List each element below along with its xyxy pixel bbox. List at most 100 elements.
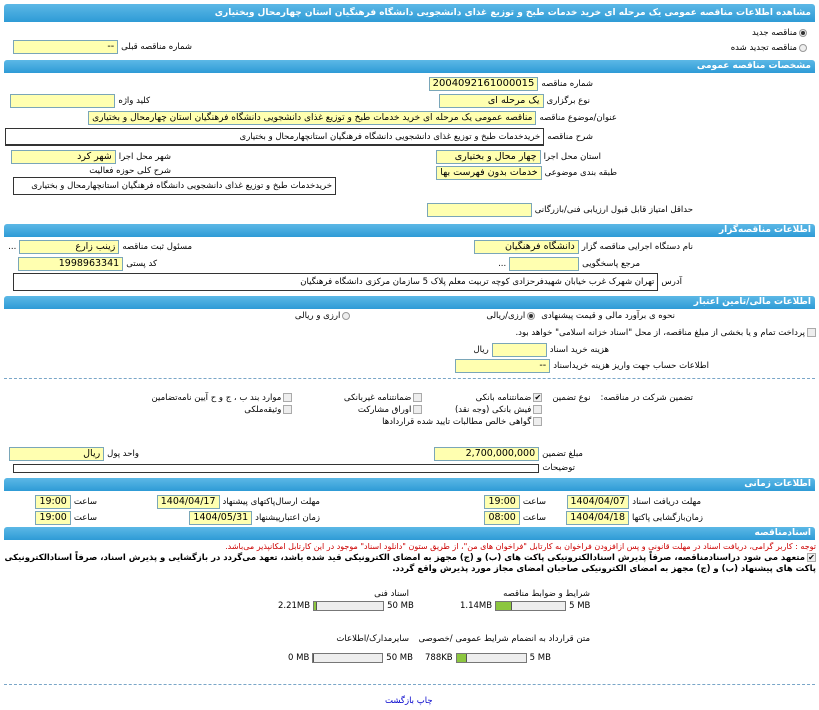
- file-progress-row: 1.14MB 5 MB: [460, 601, 590, 611]
- reference-more-button[interactable]: ...: [498, 259, 507, 269]
- keyword-field[interactable]: [10, 94, 116, 108]
- radio-fx-rial[interactable]: ارزی و ریالی: [294, 311, 351, 321]
- file-progress-bar: [312, 653, 384, 663]
- radio-renewed-tender[interactable]: مناقصه تجدید شده: [731, 43, 807, 53]
- city-field[interactable]: شهر کرد: [10, 150, 116, 164]
- radio-icon: [342, 311, 351, 320]
- scope-field: خریدخدمات طبخ و توزیع غذای دانشجویی دانش…: [13, 177, 336, 195]
- file-progress-row: 2.21MB 50 MB: [278, 601, 414, 611]
- doc-fee-field[interactable]: [491, 343, 547, 357]
- account-label: اطلاعات حساب جهت واریز هزینه خریداسناد: [553, 361, 709, 371]
- hour-label: ساعت: [73, 497, 97, 507]
- check-icon[interactable]: ✔: [807, 553, 816, 562]
- footer-links: چاپ بازگشت: [385, 696, 433, 706]
- province-field[interactable]: چهار محال و بختیاری: [435, 150, 541, 164]
- notes-field: [13, 463, 540, 473]
- doc-time-row: ساعت 19:00: [484, 495, 546, 509]
- holding-field[interactable]: یک مرحله ای: [438, 94, 544, 108]
- org-label: نام دستگاه اجرایی مناقصه گزار: [581, 242, 693, 252]
- postal-field[interactable]: 1998963341: [18, 257, 124, 271]
- valid-field[interactable]: 1404/05/31: [189, 511, 253, 525]
- responsible-row: مسئول ثبت مناقصه زینب زارع ...: [8, 240, 192, 254]
- amount-label: مبلغ تضمین: [542, 449, 583, 459]
- reference-label: مرجع پاسخگویی: [582, 259, 640, 269]
- section-timing: اطلاعات زمانی: [4, 478, 815, 491]
- address-field: تهران شهرک غرب خیابان شهیدفرحزادی کوچه ت…: [13, 273, 659, 291]
- doc-fee-unit: ریال: [473, 345, 489, 355]
- province-label: استان محل اجرا: [543, 152, 601, 162]
- checkbox-icon: [283, 405, 293, 414]
- file-progress-bar: [455, 653, 527, 663]
- org-row: نام دستگاه اجرایی مناقصه گزار دانشگاه فر…: [473, 240, 693, 254]
- org-field[interactable]: دانشگاه فرهنگیان: [473, 240, 579, 254]
- notes-row: توضیحات: [13, 463, 575, 473]
- open-field[interactable]: 1404/04/18: [566, 511, 629, 525]
- open-time-field[interactable]: 08:00: [484, 511, 520, 525]
- g-cash-checkbox[interactable]: فیش بانکی (وجه نقد): [432, 405, 543, 415]
- file-label: اسناد فنی: [374, 589, 409, 599]
- g-bank-checkbox[interactable]: ✔ضمانتنامه بانکی: [432, 393, 543, 403]
- valid-time-field[interactable]: 19:00: [35, 511, 71, 525]
- print-link[interactable]: چاپ: [416, 696, 433, 706]
- city-row: شهر محل اجرا شهر کرد: [10, 150, 171, 164]
- doc-time-field[interactable]: 19:00: [484, 495, 520, 509]
- file-size: 0 MB: [288, 653, 310, 663]
- currency-field[interactable]: ریال: [9, 447, 105, 461]
- desc-row: شرح مناقصه خریدخدمات طبخ و توزیع غذای دا…: [5, 128, 593, 146]
- doc-deadline-row: مهلت دریافت اسناد 1404/04/07: [566, 495, 701, 509]
- responsible-more-button[interactable]: ...: [8, 242, 17, 252]
- g-bonds-checkbox[interactable]: اوراق مشارکت: [302, 405, 423, 415]
- address-row: آدرس تهران شهرک غرب خیابان شهیدفرحزادی ک…: [13, 273, 682, 291]
- prev-number-field[interactable]: --: [13, 40, 119, 54]
- g-property-checkbox[interactable]: وثیقه‌ملکی: [152, 405, 293, 415]
- back-link[interactable]: بازگشت: [385, 696, 415, 706]
- min-score-field[interactable]: [426, 203, 532, 217]
- file-label: سایرمدارک/اطلاعات: [336, 634, 409, 644]
- treasury-label: پرداخت تمام و یا بخشی از مبلغ مناقصه، از…: [515, 328, 805, 338]
- responsible-field[interactable]: زینب زارع: [19, 240, 120, 254]
- radio-rial[interactable]: ارزی/ریالی: [486, 311, 536, 321]
- submit-field[interactable]: 1404/04/17: [156, 495, 220, 509]
- guarantee-label: تضمین شرکت در مناقصه:: [600, 393, 693, 403]
- file-progress-bar: [313, 601, 385, 611]
- g-nonbank-checkbox[interactable]: ضمانتنامه غیربانکی: [302, 393, 423, 403]
- submit-time-field[interactable]: 19:00: [35, 495, 71, 509]
- radio-label: ارزی و ریالی: [294, 311, 341, 321]
- reference-field[interactable]: [509, 257, 580, 271]
- category-row: طبقه بندی موضوعی خدمات بدون فهرست بها: [436, 166, 617, 180]
- checkbox-icon: [413, 393, 423, 402]
- open-time-row: ساعت 08:00: [484, 511, 546, 525]
- file-progress-row: 788KB 5 MB: [425, 653, 551, 663]
- g-claims-checkbox[interactable]: گواهی خالص مطالبات تایید شده قراردادها: [152, 417, 543, 427]
- doc-fee-row: هزینه خرید اسناد ریال: [473, 343, 609, 357]
- amount-field[interactable]: 2,700,000,000: [434, 447, 540, 461]
- account-field[interactable]: --: [455, 359, 551, 373]
- prev-number-label: شماره مناقصه قبلی: [121, 42, 192, 52]
- radio-new-tender[interactable]: مناقصه جدید: [752, 28, 807, 38]
- min-score-row: حداقل امتیاز قابل قبول ارزیابی فنی/بازرگ…: [426, 203, 693, 217]
- g-rules-checkbox[interactable]: موارد بند ب ، ج و ح آیین نامه‌تضامین: [152, 393, 293, 403]
- doc-deadline-field[interactable]: 1404/04/07: [566, 495, 630, 509]
- city-label: شهر محل اجرا: [118, 152, 171, 162]
- min-score-label: حداقل امتیاز قابل قبول ارزیابی فنی/بازرگ…: [534, 205, 693, 215]
- estimate-row: نحوه ی برآورد مالی و قیمت پیشنهادی ارزی/…: [295, 311, 675, 321]
- tender-number-field[interactable]: 2004092161000015: [428, 77, 539, 91]
- category-label: طبقه بندی موضوعی: [544, 168, 617, 178]
- hour-label: ساعت: [73, 513, 97, 523]
- tender-number-label: شماره مناقصه: [541, 79, 593, 89]
- section-organizer: اطلاعات مناقصه‌گزار: [4, 224, 815, 237]
- subject-field[interactable]: مناقصه عمومی یک مرحله ای خرید خدمات طبخ …: [88, 111, 537, 125]
- checkbox-label: ضمانتنامه بانکی: [475, 393, 532, 403]
- valid-label: زمان اعتبارپیشنهاد: [255, 513, 320, 523]
- file-max: 5 MB: [569, 601, 591, 611]
- file-max: 5 MB: [529, 653, 551, 663]
- doc-deadline-label: مهلت دریافت اسناد: [632, 497, 701, 507]
- desc-field: خریدخدمات طبخ و توزیع غذای دانشجویی دانش…: [5, 128, 545, 146]
- file-progress-row: 0 MB 50 MB: [288, 653, 413, 663]
- category-field[interactable]: خدمات بدون فهرست بها: [436, 166, 542, 180]
- currency-label: واحد پول: [107, 449, 139, 459]
- open-row: زمان‌بازگشایی پاکتها 1404/04/18: [566, 511, 703, 525]
- checkbox-icon: [807, 328, 816, 337]
- treasury-checkbox[interactable]: پرداخت تمام و یا بخشی از مبلغ مناقصه، از…: [515, 328, 816, 338]
- holding-row: نوع برگزاری یک مرحله ای: [438, 94, 590, 108]
